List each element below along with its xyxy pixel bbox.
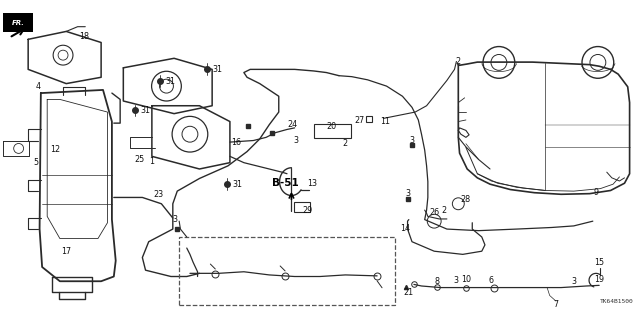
Text: 31: 31 bbox=[166, 77, 176, 85]
Text: 8: 8 bbox=[435, 277, 440, 286]
Bar bbox=[179, 237, 395, 305]
Text: 31: 31 bbox=[141, 106, 150, 115]
Text: 5: 5 bbox=[33, 158, 38, 167]
Text: 26: 26 bbox=[429, 208, 439, 217]
Text: 3: 3 bbox=[572, 277, 576, 286]
Text: 16: 16 bbox=[231, 137, 241, 147]
Text: 12: 12 bbox=[50, 145, 60, 154]
Text: 3: 3 bbox=[173, 215, 178, 224]
Text: 3: 3 bbox=[405, 189, 410, 198]
Text: 31: 31 bbox=[232, 180, 243, 189]
Text: 9: 9 bbox=[593, 188, 598, 197]
Text: 14: 14 bbox=[401, 224, 411, 233]
Text: 27: 27 bbox=[354, 116, 364, 125]
Text: 2: 2 bbox=[455, 57, 460, 66]
Text: 21: 21 bbox=[404, 288, 414, 297]
Text: 7: 7 bbox=[554, 300, 559, 309]
Text: 18: 18 bbox=[79, 32, 89, 41]
Text: 29: 29 bbox=[302, 206, 312, 215]
Text: 2: 2 bbox=[441, 206, 446, 215]
Text: 1: 1 bbox=[149, 157, 154, 166]
Text: 3: 3 bbox=[454, 276, 459, 285]
FancyBboxPatch shape bbox=[3, 13, 33, 33]
Bar bbox=[294, 202, 310, 212]
Text: 11: 11 bbox=[380, 117, 390, 126]
Text: 6: 6 bbox=[489, 276, 494, 285]
Bar bbox=[314, 124, 351, 138]
Text: FR.: FR. bbox=[12, 19, 24, 26]
Text: 3: 3 bbox=[410, 136, 415, 145]
Text: 4: 4 bbox=[35, 82, 40, 91]
Text: 3: 3 bbox=[293, 136, 298, 145]
Text: TK64B1500: TK64B1500 bbox=[600, 299, 633, 304]
Text: 24: 24 bbox=[287, 120, 297, 129]
Text: 13: 13 bbox=[307, 179, 317, 188]
Text: 28: 28 bbox=[461, 196, 471, 204]
Text: 15: 15 bbox=[594, 258, 604, 267]
Text: 23: 23 bbox=[153, 190, 163, 199]
Text: 31: 31 bbox=[212, 65, 222, 74]
Text: B-51: B-51 bbox=[272, 178, 298, 188]
Text: 17: 17 bbox=[61, 247, 71, 256]
Text: 2: 2 bbox=[343, 138, 348, 148]
Text: 25: 25 bbox=[134, 155, 144, 164]
Text: 20: 20 bbox=[326, 122, 337, 131]
Text: 10: 10 bbox=[461, 275, 471, 284]
Text: 19: 19 bbox=[594, 275, 604, 284]
